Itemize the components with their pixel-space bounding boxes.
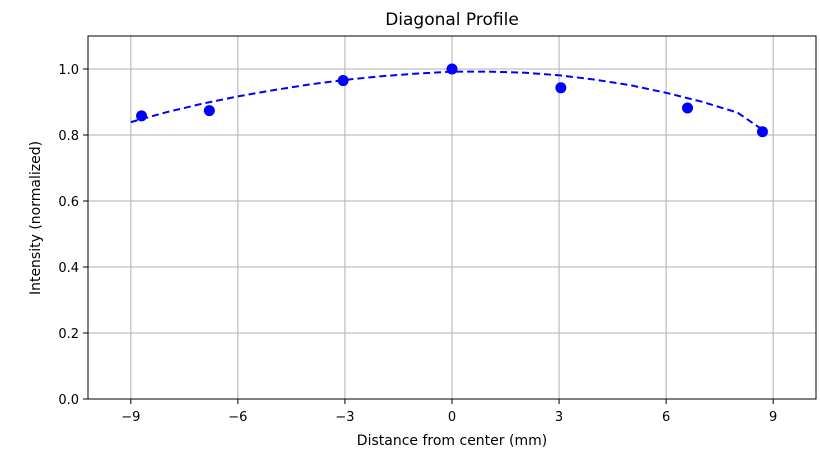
fit-line — [130, 70, 764, 131]
x-tick-label: 0 — [448, 410, 456, 425]
x-tick-label: 6 — [662, 410, 670, 425]
data-point — [136, 110, 148, 122]
x-axis-label: Distance from center (mm) — [357, 433, 547, 449]
data-point — [756, 126, 768, 138]
grid — [88, 36, 816, 400]
x-tick-label: −3 — [335, 410, 354, 425]
axis-ticks: −9 −6 −3 0 3 6 9 0.0 0.2 0.4 0.6 0.8 1.0 — [58, 63, 777, 425]
data-point — [555, 82, 567, 94]
data-point — [203, 105, 215, 117]
y-tick-label: 0.4 — [58, 261, 79, 276]
x-tick-label: −6 — [228, 410, 247, 425]
chart-title: Diagonal Profile — [385, 10, 519, 30]
y-tick-label: 0.2 — [58, 327, 79, 342]
data-point — [446, 63, 458, 75]
y-tick-label: 0.8 — [58, 129, 79, 144]
data-point — [682, 102, 694, 114]
x-tick-label: −9 — [121, 410, 140, 425]
series-layer — [130, 63, 768, 138]
y-axis-label: Intensity (normalized) — [28, 141, 44, 295]
y-tick-label: 0.6 — [58, 195, 79, 210]
x-tick-label: 9 — [769, 410, 777, 425]
data-point — [337, 75, 349, 87]
y-tick-label: 0.0 — [58, 393, 79, 408]
x-tick-label: 3 — [555, 410, 563, 425]
y-tick-label: 1.0 — [58, 63, 79, 78]
